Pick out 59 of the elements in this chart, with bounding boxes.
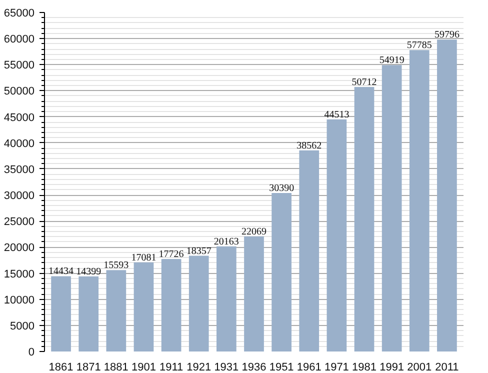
bar [299, 150, 320, 352]
bar [51, 276, 71, 352]
x-tick-label: 2011 [435, 362, 459, 373]
x-tick-label: 1971 [324, 362, 349, 373]
bar [409, 50, 430, 352]
data-label: 14434 [48, 266, 74, 278]
data-label: 20163 [214, 236, 239, 248]
data-label: 22069 [242, 226, 266, 238]
y-tick-label: 40000 [4, 138, 35, 150]
data-label: 17726 [158, 249, 184, 260]
x-tick-label: 1931 [214, 362, 239, 373]
x-tick-label: 1936 [242, 362, 266, 373]
x-tick-label: 1961 [296, 362, 322, 373]
x-tick-label: 1921 [186, 362, 212, 373]
y-tick-label: 5000 [10, 320, 35, 332]
bar [134, 262, 154, 352]
y-tick-label: 30000 [4, 190, 35, 202]
bar [244, 236, 264, 352]
data-label: 17081 [131, 252, 156, 264]
data-label: 59796 [434, 30, 460, 41]
x-tick-label: 1881 [104, 362, 128, 373]
data-label: 38562 [296, 140, 322, 152]
data-label: 18357 [186, 246, 212, 257]
bar [354, 87, 374, 352]
data-label: 44513 [324, 109, 350, 120]
data-label: 15593 [104, 260, 129, 272]
bar [437, 40, 457, 352]
x-tick-label: 1901 [132, 362, 156, 373]
bar [272, 193, 292, 352]
bar [78, 276, 99, 352]
x-tick-label: 1861 [48, 362, 74, 373]
y-tick-label: 0 [28, 346, 35, 358]
x-tick-label: 1871 [76, 362, 101, 373]
y-tick-label: 65000 [4, 8, 35, 20]
y-tick-label: 60000 [4, 34, 35, 46]
data-label: 14399 [76, 266, 102, 278]
bar [216, 246, 236, 352]
bar [326, 119, 347, 352]
y-tick-label: 15000 [4, 268, 35, 280]
x-tick-label: 1951 [269, 362, 294, 373]
bar [188, 256, 209, 352]
y-tick-label: 55000 [4, 60, 35, 72]
x-tick-label: 2001 [407, 362, 432, 373]
y-tick-label: 10000 [4, 294, 35, 306]
data-label: 54919 [379, 55, 404, 66]
y-tick-label: 25000 [4, 216, 35, 228]
bar [106, 270, 126, 352]
data-label: 30390 [269, 183, 294, 194]
y-tick-label: 35000 [4, 164, 35, 176]
x-tick-label: 1981 [352, 362, 377, 373]
x-tick-label: 1991 [380, 362, 404, 373]
x-tick-label: 1911 [159, 362, 184, 373]
bar [161, 259, 182, 352]
y-tick-label: 20000 [4, 242, 35, 254]
bar [382, 65, 402, 352]
y-tick-label: 50000 [4, 86, 35, 98]
data-label: 50712 [352, 77, 377, 88]
data-label: 57785 [406, 40, 432, 52]
y-tick-label: 45000 [4, 112, 35, 124]
